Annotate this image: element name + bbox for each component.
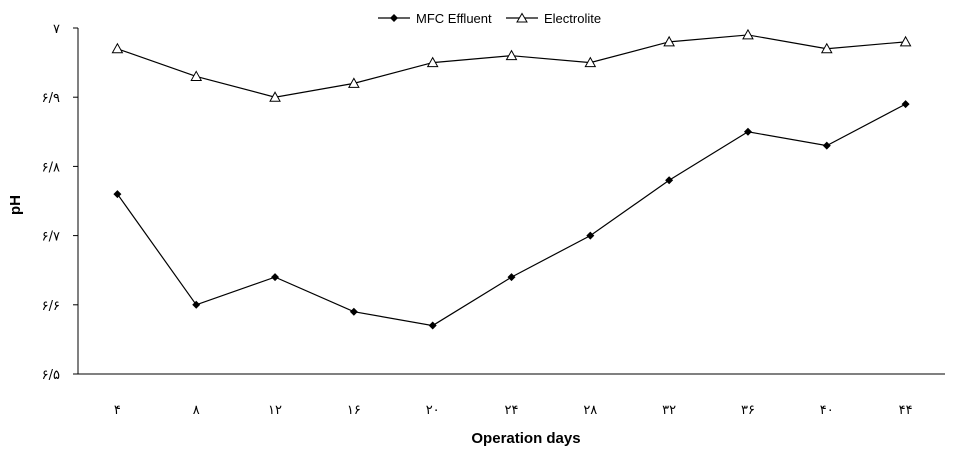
x-tick-label: ۲۸	[583, 403, 597, 418]
electrolite-point	[663, 35, 675, 47]
x-tick-label: ۱۶	[347, 403, 361, 418]
x-tick-label: ۳۲	[662, 403, 676, 418]
mfc-effluent-point	[586, 231, 595, 240]
y-tick-label: ۶/۵	[42, 368, 60, 383]
x-axis-title: Operation days	[471, 430, 580, 447]
electrolite-point	[820, 42, 833, 54]
y-axis-title: pH	[7, 195, 24, 215]
electrolite-point	[505, 49, 518, 61]
mfc-effluent-point	[349, 307, 358, 316]
mfc-effluent-point	[192, 300, 201, 309]
electrolite-point	[899, 35, 912, 47]
series-layer	[111, 28, 912, 330]
legend-electrolite-label: Electrolite	[544, 11, 601, 26]
electrolite-point	[269, 91, 281, 102]
y-tick-label: ۶/۸	[42, 160, 60, 175]
electrolite-point	[190, 70, 203, 81]
mfc-effluent-point	[743, 127, 752, 136]
series-line-mfc-effluent	[116, 103, 906, 327]
x-tick-label: ۴	[114, 403, 121, 418]
electrolite-point	[348, 77, 360, 88]
x-tick-label: ۴۰	[820, 403, 834, 418]
legend-mfc-diamond-icon	[390, 14, 398, 22]
y-tick-label: ۶/۹	[42, 91, 60, 106]
x-tick-label: ۱۲	[268, 403, 282, 418]
x-tick-label: ۸	[193, 403, 200, 418]
electrolite-point	[426, 56, 439, 68]
mfc-effluent-point	[901, 100, 910, 109]
x-tick-labels: ۴ ۸ ۱۲ ۱۶ ۲۰ ۲۴ ۲۸ ۳۲ ۳۶ ۴۰ ۴۴	[114, 403, 913, 418]
legend: MFC Effluent Electrolite	[378, 11, 601, 26]
mfc-effluent-point	[822, 141, 831, 150]
x-tick-label: ۳۶	[741, 403, 755, 418]
electrolite-point	[111, 42, 124, 54]
x-tick-label: ۲۰	[426, 403, 440, 418]
electrolite-point	[584, 56, 597, 68]
axes	[73, 27, 945, 375]
legend-mfc-label: MFC Effluent	[416, 11, 492, 26]
mfc-effluent-point	[271, 273, 280, 282]
y-tick-labels: ۶/۵ ۶/۶ ۶/۷ ۶/۸ ۶/۹ ۷	[42, 22, 60, 383]
mfc-effluent-point	[428, 321, 437, 330]
mfc-effluent-point	[665, 176, 674, 185]
mfc-effluent-point	[113, 190, 122, 199]
series-line-electrolite	[117, 34, 906, 98]
x-tick-label: ۲۴	[505, 403, 519, 418]
y-tick-label: ۶/۷	[42, 230, 60, 245]
y-tick-label: ۶/۶	[42, 299, 60, 314]
legend-electrolite-triangle-icon	[516, 12, 528, 23]
y-tick-label: ۷	[53, 22, 60, 37]
electrolite-point	[742, 28, 754, 40]
mfc-effluent-point	[507, 273, 516, 282]
x-tick-label: ۴۴	[899, 403, 913, 418]
